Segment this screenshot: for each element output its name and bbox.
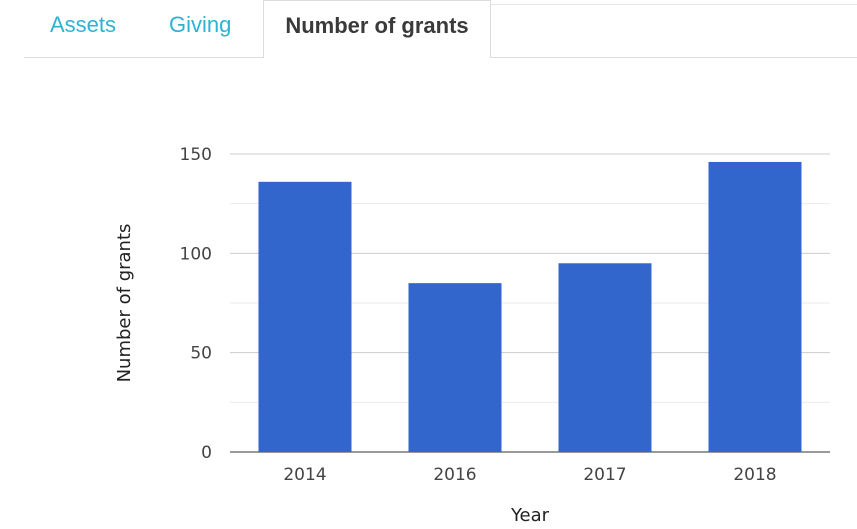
x-tick-label: 2016	[433, 465, 476, 485]
bar-2018[interactable]	[708, 161, 802, 453]
tab-bar-top-line	[490, 4, 857, 5]
bar-2014[interactable]	[258, 181, 352, 452]
bar-2016[interactable]	[408, 283, 502, 452]
tab-giving[interactable]: Giving	[169, 12, 232, 37]
x-tick-label: 2018	[733, 465, 776, 485]
tab-bar: Assets Giving Number of grants	[24, 0, 857, 58]
x-tick-label: 2017	[583, 465, 626, 485]
tab-assets[interactable]: Assets	[50, 12, 117, 37]
y-tick-label: 150	[180, 145, 212, 165]
bar-layer	[258, 161, 802, 453]
y-tick-label: 0	[201, 443, 212, 463]
y-tick-label: 100	[180, 244, 212, 264]
y-axis-title: Number of grants	[114, 224, 135, 383]
tick-layer: 0 50 100 150 2014 2016 2017 2018	[180, 145, 777, 485]
x-axis-title: Year	[510, 505, 550, 526]
bar-2017[interactable]	[558, 263, 652, 452]
tab-number-of-grants[interactable]: Number of grants	[263, 0, 491, 58]
y-tick-label: 50	[190, 344, 212, 364]
x-tick-label: 2014	[283, 465, 326, 485]
